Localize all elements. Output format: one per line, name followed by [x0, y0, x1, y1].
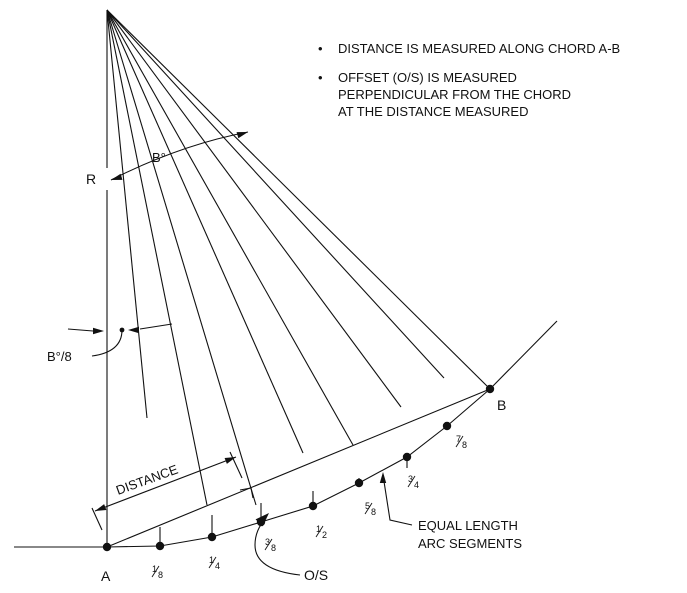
segments-arrowhead — [379, 472, 387, 483]
tangent-extension-line — [489, 320, 558, 390]
distance-label: DISTANCE — [114, 461, 180, 497]
fraction-denominator: 8 — [158, 570, 163, 580]
fraction-slash — [264, 538, 273, 551]
arc-division-point — [155, 541, 165, 551]
chord-line — [106, 388, 491, 548]
note-text: OFFSET (O/S) IS MEASURED PERPENDICULAR F… — [338, 70, 572, 119]
bullet-icon: • — [318, 41, 323, 56]
fraction-numerator: 3 — [265, 537, 270, 547]
fan-ray — [106, 9, 208, 506]
fraction-denominator: 2 — [322, 530, 327, 540]
fraction-slash — [407, 475, 416, 488]
eighth-angle-vertex — [119, 327, 125, 333]
fraction-label: 12 — [315, 524, 327, 540]
eighth-angle-leader — [91, 329, 123, 357]
fraction-denominator: 4 — [414, 480, 419, 490]
arc-division-point — [308, 501, 318, 511]
fraction-slash — [151, 565, 160, 578]
angle-arrowhead — [111, 173, 123, 180]
fan-ray — [106, 9, 354, 446]
angle-arrowhead — [236, 132, 248, 139]
fraction-label: 18 — [151, 564, 163, 580]
eighth-angle-arrowhead — [128, 326, 139, 334]
note-distance: • DISTANCE IS MEASURED ALONG CHORD A-B — [318, 40, 678, 57]
offset-label: O/S — [304, 567, 328, 583]
point-a — [102, 542, 112, 552]
fan-ray — [106, 9, 304, 454]
arc-division-point — [402, 452, 412, 462]
right-angle-marker — [239, 487, 254, 499]
fraction-numerator: 1 — [209, 555, 214, 565]
fraction-denominator: 8 — [462, 440, 467, 450]
fraction-label: 58 — [364, 501, 376, 517]
segments-label-line2: ARC SEGMENTS — [418, 536, 522, 551]
point-b-label: B — [497, 397, 506, 413]
point-a-label: A — [101, 568, 111, 584]
offset-leader — [254, 517, 301, 576]
fan-ray — [106, 9, 402, 408]
fraction-label: 78 — [455, 434, 467, 450]
fraction-label: 34 — [407, 474, 419, 490]
eighth-angle-arrowhead — [93, 327, 104, 335]
fraction-label: 14 — [208, 555, 220, 571]
note-offset: • OFFSET (O/S) IS MEASURED PERPENDICULAR… — [318, 69, 588, 120]
distance-extension-line — [229, 451, 243, 479]
point-b — [485, 384, 495, 394]
fraction-denominator: 8 — [371, 507, 376, 517]
fraction-slash — [315, 525, 324, 538]
notes-list: • DISTANCE IS MEASURED ALONG CHORD A-B •… — [318, 40, 678, 132]
fraction-slash — [208, 556, 217, 569]
radius-label: R — [86, 171, 96, 187]
distance-dimension-line — [94, 456, 237, 512]
fraction-slash — [364, 502, 373, 515]
distance-extension-line — [91, 507, 103, 531]
fraction-denominator: 4 — [215, 561, 220, 571]
eighth-angle-line — [139, 323, 173, 330]
fan-ray — [106, 9, 491, 390]
fraction-numerator: 1 — [316, 524, 321, 534]
angle-label: B° — [152, 150, 166, 165]
note-text: DISTANCE IS MEASURED ALONG CHORD A-B — [338, 41, 621, 56]
distance-arrowhead — [224, 457, 236, 464]
segments-label-line1: EQUAL LENGTH — [418, 518, 518, 533]
fraction-denominator: 8 — [271, 543, 276, 553]
fraction-numerator: 3 — [408, 474, 413, 484]
arc-division-point — [354, 478, 364, 488]
distance-arrowhead — [95, 504, 107, 511]
angle-arc — [110, 131, 249, 181]
fan-ray — [106, 9, 257, 506]
fraction-numerator: 7 — [456, 434, 461, 444]
fan-ray — [106, 9, 148, 419]
segments-leader — [382, 474, 413, 526]
fraction-label: 38 — [264, 537, 276, 553]
arc-division-point — [207, 532, 217, 542]
fraction-numerator: 1 — [152, 564, 157, 574]
eighth-angle-label: B°/8 — [47, 349, 72, 364]
offset-arrowhead — [255, 513, 269, 527]
bullet-icon: • — [318, 70, 323, 85]
fraction-slash — [455, 435, 464, 448]
arc-division-point — [442, 421, 452, 431]
fan-ray — [106, 9, 445, 379]
eighth-angle-line — [67, 328, 94, 332]
fraction-numerator: 5 — [365, 501, 370, 511]
